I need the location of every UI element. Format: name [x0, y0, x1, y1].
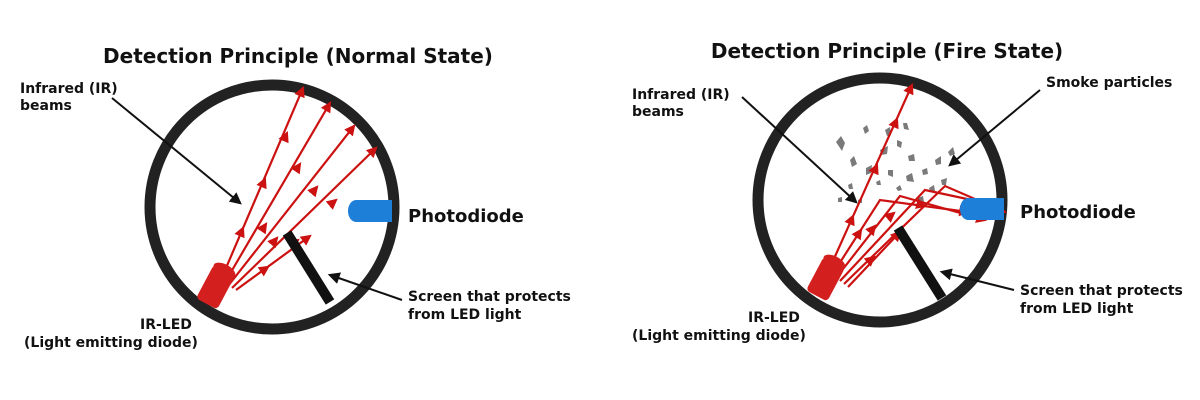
ir-beam [826, 82, 914, 273]
screen-label-line2: from LED light [1020, 301, 1134, 317]
led-light-screen [282, 230, 335, 305]
ir-beam [847, 230, 902, 288]
screen-pointer-arrow [939, 268, 1015, 291]
smoke-particles-label: Smoke particles [1046, 75, 1172, 91]
ir-beams-label-line1: Infrared (IR) [632, 87, 730, 103]
led-label-line1: IR-LED [140, 317, 192, 333]
ir-beam [227, 124, 356, 287]
ir-led [807, 254, 846, 301]
ir-beam-scattered [835, 194, 988, 279]
smoke-particle [888, 170, 893, 177]
smoke-particle [848, 183, 853, 189]
smoke-particle [838, 197, 842, 202]
screen-pointer-arrow [327, 272, 403, 301]
ir-beam-arrow [851, 228, 863, 241]
screen-label-line2: from LED light [408, 307, 522, 323]
detector-chamber-ring [144, 79, 400, 335]
smoke-particle [836, 136, 845, 151]
panel-fire-state: Detection Principle (Fire State) [632, 39, 1183, 344]
smoke-particle [876, 180, 881, 185]
ir-beams-label-line2: beams [632, 104, 684, 120]
ir-beam-arrow [234, 225, 245, 239]
ir-beam-arrow [844, 213, 855, 227]
ir-beams-pointer-arrow [111, 97, 242, 205]
ir-beam-arrow [868, 162, 879, 176]
ir-beam-arrow [888, 116, 899, 130]
ir-beam-arrow [267, 236, 279, 249]
smoke-particle [908, 154, 915, 161]
smoke-particle [948, 147, 955, 156]
ir-beam-arrow [915, 198, 928, 209]
panel-normal-state: Detection Principle (Normal State) [20, 44, 571, 351]
led-label-line1: IR-LED [748, 310, 800, 326]
led-label-line2: (Light emitting diode) [24, 335, 198, 351]
ir-beam-arrow [865, 224, 877, 237]
smoke-particle [922, 168, 928, 175]
ir-beams [826, 82, 1008, 288]
photodiode [348, 200, 392, 222]
smoke-particle [850, 156, 857, 167]
ir-beam-arrow [307, 185, 319, 198]
ir-beams-label-line2: beams [20, 98, 72, 114]
smoke-particle [896, 185, 902, 191]
smoke-particle [935, 156, 941, 165]
photodiode-label: Photodiode [408, 206, 524, 227]
ir-beam [223, 101, 332, 285]
ir-beam-arrow [257, 265, 270, 277]
smoke-particle [863, 125, 869, 134]
screen-label-line1: Screen that protects [1020, 283, 1183, 299]
smoke-pointer-arrow [948, 89, 1041, 167]
ir-led [197, 262, 236, 309]
smoke-particle [941, 178, 947, 185]
photodiode [960, 198, 1004, 220]
panel-title: Detection Principle (Fire State) [711, 39, 1063, 63]
ir-beam-arrow [256, 222, 268, 235]
panel-title: Detection Principle (Normal State) [103, 44, 493, 68]
led-light-screen [893, 225, 947, 301]
ir-beam [231, 146, 378, 289]
ir-beam-arrow [863, 255, 876, 267]
screen-label-line1: Screen that protects [408, 289, 571, 305]
ir-beam-arrow [883, 211, 896, 223]
ir-beams-label-line1: Infrared (IR) [20, 81, 118, 97]
ir-beam-arrow [325, 198, 338, 210]
smoke-particle [929, 185, 935, 191]
led-label-line2: (Light emitting diode) [632, 328, 806, 344]
smoke-particles [836, 123, 955, 203]
ir-beams-pointer-arrow [741, 96, 858, 204]
smoke-particle [906, 173, 914, 182]
ir-beam-arrow [256, 176, 267, 190]
ir-beam-arrow [290, 162, 302, 175]
smoke-particle [897, 140, 902, 148]
smoke-particle [903, 123, 909, 130]
photodiode-label: Photodiode [1020, 202, 1136, 223]
ir-beam-arrow [278, 130, 289, 144]
